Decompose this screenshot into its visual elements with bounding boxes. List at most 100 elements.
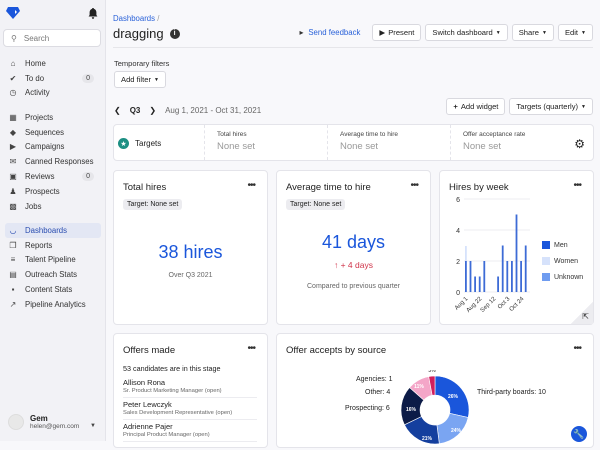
- breadcrumb-dashboards-link[interactable]: Dashboards: [113, 14, 156, 23]
- layers-icon: ◆: [9, 127, 17, 137]
- caret-down-icon: ▼: [581, 103, 586, 110]
- gear-icon[interactable]: ⚙: [574, 137, 585, 151]
- period-actions: + Add widget Targets (quarterly) ▼: [446, 98, 593, 115]
- search-input[interactable]: ⚲ Search: [3, 29, 101, 47]
- svg-text:2: 2: [456, 259, 460, 266]
- nav-group-work: ▦ Projects ◆ Sequences ▶ Campaigns ✉ Canned …: [0, 110, 106, 214]
- sidebar-item-talent-pipeline[interactable]: ≡ Talent Pipeline: [10, 255, 76, 265]
- pie-label-agencies: Agencies: 1: [356, 376, 393, 383]
- total-hires-value: 38 hires: [158, 242, 223, 262]
- svg-text:21%: 21%: [422, 436, 433, 442]
- bar-chart: 6 4 2 0: [454, 197, 530, 314]
- chart-legend: Men Women Unknown: [542, 237, 583, 285]
- avatar: [8, 414, 24, 430]
- add-widget-button[interactable]: + Add widget: [446, 98, 506, 115]
- expand-icon[interactable]: ⇱: [582, 312, 589, 321]
- clock-icon: ◷: [9, 88, 17, 98]
- more-options-icon[interactable]: •••: [247, 343, 255, 354]
- period-selector: ❮ Q3 ❯ Aug 1, 2021 - Oct 31, 2021: [114, 106, 261, 115]
- svg-text:6: 6: [456, 197, 460, 204]
- sidebar-item-canned-responses[interactable]: ✉ Canned Responses: [9, 157, 94, 167]
- svg-text:24%: 24%: [451, 428, 462, 434]
- inbox-icon: ▣: [9, 172, 17, 182]
- target-total-hires[interactable]: Total hires None set: [204, 125, 327, 160]
- donut-chart: 26% 24% 21% 16% 11% 3%: [400, 370, 470, 445]
- add-filter-button[interactable]: Add filter ▼: [114, 71, 166, 88]
- temporary-filters-label: Temporary filters: [114, 59, 170, 68]
- trend-icon: ↗: [9, 299, 17, 309]
- candidate-row[interactable]: Adrienne Pajer Principal Product Manager …: [123, 422, 257, 442]
- plus-icon: +: [453, 102, 458, 111]
- sidebar-item-reports[interactable]: ❐ Reports: [9, 240, 53, 250]
- pie-label-prospecting: Prospecting: 6: [345, 405, 390, 412]
- gem-logo-icon[interactable]: [6, 7, 20, 19]
- stats-icon: ▤: [9, 270, 17, 280]
- switch-dashboard-button[interactable]: Switch dashboard ▼: [425, 24, 508, 41]
- person-icon: ♟: [9, 186, 17, 196]
- user-name: Gem: [30, 414, 48, 423]
- play-icon: ▶: [379, 28, 386, 37]
- svg-text:11%: 11%: [414, 384, 424, 390]
- briefcase-icon: ▩: [9, 201, 17, 211]
- filter-icon: ≡: [10, 255, 16, 265]
- gauge-icon: ◡: [9, 225, 17, 235]
- check-circle-icon: ✔: [9, 73, 17, 83]
- search-icon: ⚲: [11, 33, 17, 43]
- sidebar-item-activity[interactable]: ◷ Activity: [9, 88, 50, 98]
- present-button[interactable]: ▶ Present: [372, 24, 422, 41]
- svg-text:16%: 16%: [406, 407, 417, 413]
- more-options-icon[interactable]: •••: [410, 180, 418, 191]
- sidebar-item-dashboards[interactable]: ◡ Dashboards: [5, 223, 101, 238]
- chevron-right-icon[interactable]: ❯: [149, 106, 157, 115]
- sidebar-item-outreach-stats[interactable]: ▤ Outreach Stats: [9, 270, 78, 280]
- candidate-row[interactable]: Allison Rona Sr. Product Marketing Manage…: [123, 378, 257, 398]
- sidebar-item-todo[interactable]: ✔ To do 0: [0, 71, 106, 86]
- sidebar-item-pipeline-analytics[interactable]: ↗ Pipeline Analytics: [9, 299, 86, 309]
- sidebar: ⚲ Search ⌂ Home ✔ To do 0 ◷ Activity ▦ Projec…: [0, 0, 106, 441]
- send-feedback-link[interactable]: ▸ Send feedback: [299, 28, 361, 37]
- date-range: Aug 1, 2021 - Oct 31, 2021: [165, 106, 262, 115]
- svg-text:0: 0: [456, 290, 460, 297]
- reviews-count-badge: 0: [82, 172, 94, 182]
- more-options-icon[interactable]: •••: [573, 180, 581, 191]
- sidebar-item-content-stats[interactable]: ▪ Content Stats: [0, 282, 106, 297]
- header-divider: [113, 47, 593, 48]
- home-icon: ⌂: [10, 58, 16, 68]
- target-avg-time[interactable]: Average time to hire None set: [327, 125, 450, 160]
- star-icon: ★: [118, 138, 129, 149]
- user-menu[interactable]: Gem helen@gem.com: [8, 414, 79, 430]
- resize-handle[interactable]: [571, 302, 593, 324]
- candidate-row[interactable]: Peter Lewczyk Sales Development Represent…: [123, 400, 257, 420]
- sidebar-item-jobs[interactable]: ▩ Jobs: [9, 201, 42, 211]
- envelope-icon: ✉: [9, 157, 17, 167]
- nav-group-main: ⌂ Home ✔ To do 0 ◷ Activity: [0, 56, 106, 100]
- legend-women[interactable]: Women: [542, 253, 583, 269]
- info-icon[interactable]: i: [169, 28, 180, 39]
- caret-down-icon[interactable]: ▼: [90, 423, 96, 429]
- widget-offer-accepts-by-source: Offer accepts by source ••• 26% 24% 21% …: [276, 333, 594, 448]
- edit-button[interactable]: Edit ▼: [557, 24, 593, 41]
- sidebar-item-reviews[interactable]: ▣ Reviews 0: [0, 169, 106, 184]
- share-button[interactable]: Share ▼: [511, 24, 554, 41]
- sidebar-item-campaigns[interactable]: ▶ Campaigns: [9, 142, 65, 152]
- megaphone-icon: ▶: [9, 142, 17, 152]
- target-offer-acceptance[interactable]: Offer acceptance rate None set: [450, 125, 573, 160]
- page-title: dragging i: [113, 26, 180, 41]
- todo-count-badge: 0: [82, 73, 94, 83]
- sidebar-item-projects[interactable]: ▦ Projects: [9, 112, 54, 122]
- sidebar-item-home[interactable]: ⌂ Home: [10, 58, 46, 68]
- bell-icon[interactable]: [88, 8, 98, 19]
- svg-text:4: 4: [456, 228, 460, 235]
- widget-total-hires: Total hires ••• Target: None set 38 hire…: [113, 170, 268, 325]
- legend-unknown[interactable]: Unknown: [542, 269, 583, 285]
- pie-label-third-party: Third-party boards: 10: [477, 389, 546, 396]
- more-options-icon[interactable]: •••: [247, 180, 255, 191]
- chevron-left-icon[interactable]: ❮: [114, 106, 121, 115]
- sidebar-item-prospects[interactable]: ♟ Prospects: [9, 186, 60, 196]
- targets-select[interactable]: Targets (quarterly) ▼: [509, 98, 593, 115]
- more-options-icon[interactable]: •••: [573, 343, 581, 354]
- legend-men[interactable]: Men: [542, 237, 583, 253]
- grid-icon: ▦: [9, 112, 17, 122]
- wrench-icon[interactable]: 🔧: [571, 426, 587, 442]
- sidebar-item-sequences[interactable]: ◆ Sequences: [9, 127, 65, 137]
